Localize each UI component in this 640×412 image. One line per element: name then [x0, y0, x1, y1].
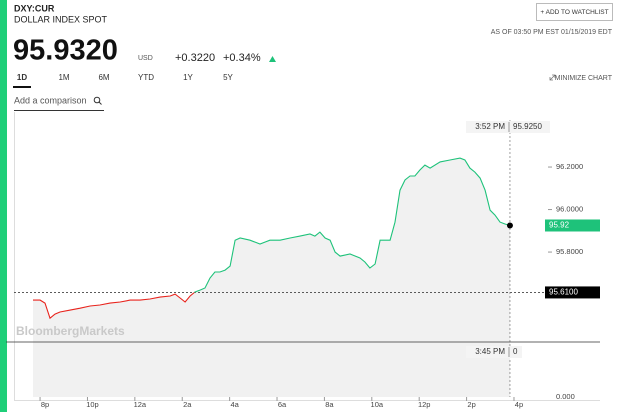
plot: BloombergMarkets 8p 10p 12a 2a 4a 6a 8a 10a 12p 2p…: [6, 120, 600, 409]
volume-crosshair-value: 0: [513, 347, 518, 356]
comparison-input[interactable]: Add a comparison: [14, 95, 104, 111]
volume-crosshair-time: 3:45 PM: [475, 347, 505, 356]
tab[interactable]: 6M: [98, 73, 109, 82]
x-tick-label: 12a: [134, 400, 147, 409]
x-tick-label: 2a: [183, 400, 192, 409]
as-of: AS OF 03:50 PM EST 01/15/2019 EDT: [491, 29, 613, 36]
button-frame: [536, 3, 613, 21]
watermark: BloombergMarkets: [16, 324, 125, 338]
last-point: [506, 222, 513, 229]
y-tick-label: 95.8000: [556, 247, 583, 256]
instrument-name: DOLLAR INDEX SPOT: [14, 14, 108, 24]
watchlist-button[interactable]: + ADD TO WATCHLIST: [536, 3, 613, 21]
y-tick-label: 96.2000: [556, 162, 583, 171]
x-tick-label: 2p: [467, 400, 475, 409]
crosshair-value: 95.9250: [513, 122, 542, 131]
tab[interactable]: 5Y: [223, 73, 233, 82]
previous-close-box: [545, 286, 600, 299]
x-tick-label: 10a: [371, 400, 384, 409]
search-icon-handle: [98, 101, 102, 105]
comparison-placeholder: Add a comparison: [14, 95, 87, 105]
price-line: [33, 157, 511, 320]
button-label: + ADD TO WATCHLIST: [540, 9, 608, 16]
minimize-chart[interactable]: MINIMIZE CHART: [549, 74, 613, 82]
tab[interactable]: 1D: [17, 73, 27, 82]
tab[interactable]: 1Y: [183, 73, 193, 82]
x-tick-label: 8a: [325, 400, 334, 409]
change-percent: +0.34%: [223, 52, 261, 64]
volume-axis-label: 0.000: [556, 392, 575, 401]
currency: USD: [138, 55, 153, 62]
x-tick-label: 4a: [230, 400, 239, 409]
crosshair-time: 3:52 PM: [475, 122, 505, 131]
minimize-icon: [549, 74, 556, 81]
area: [33, 158, 510, 397]
up-arrow: [269, 56, 276, 62]
search-icon: [93, 96, 101, 104]
tab[interactable]: 1M: [58, 73, 69, 82]
crosshair-box: [466, 121, 550, 133]
y-tick-label: 96.0000: [556, 205, 583, 214]
previous-close-label: 95.6100: [549, 288, 578, 297]
x-tick-label: 12p: [418, 400, 431, 409]
x-tick-label: 6a: [278, 400, 287, 409]
x-tick-label: 8p: [41, 400, 49, 409]
x-tick-label: 10p: [86, 400, 99, 409]
price: 95.9320: [13, 35, 118, 67]
change: +0.3220: [175, 52, 215, 64]
last-value-label: 95.92: [549, 221, 570, 230]
tabs: 1D 1M 6M YTD 1Y 5Y: [13, 73, 234, 88]
volume-crosshair-box: [466, 346, 522, 358]
symbol: DXY:CUR: [14, 3, 55, 13]
x-tick-label: 4p: [515, 400, 523, 409]
accent-bar: [0, 0, 7, 412]
minimize-label: MINIMIZE CHART: [555, 75, 613, 82]
last-value-box: [545, 219, 600, 232]
tab[interactable]: YTD: [138, 73, 154, 82]
